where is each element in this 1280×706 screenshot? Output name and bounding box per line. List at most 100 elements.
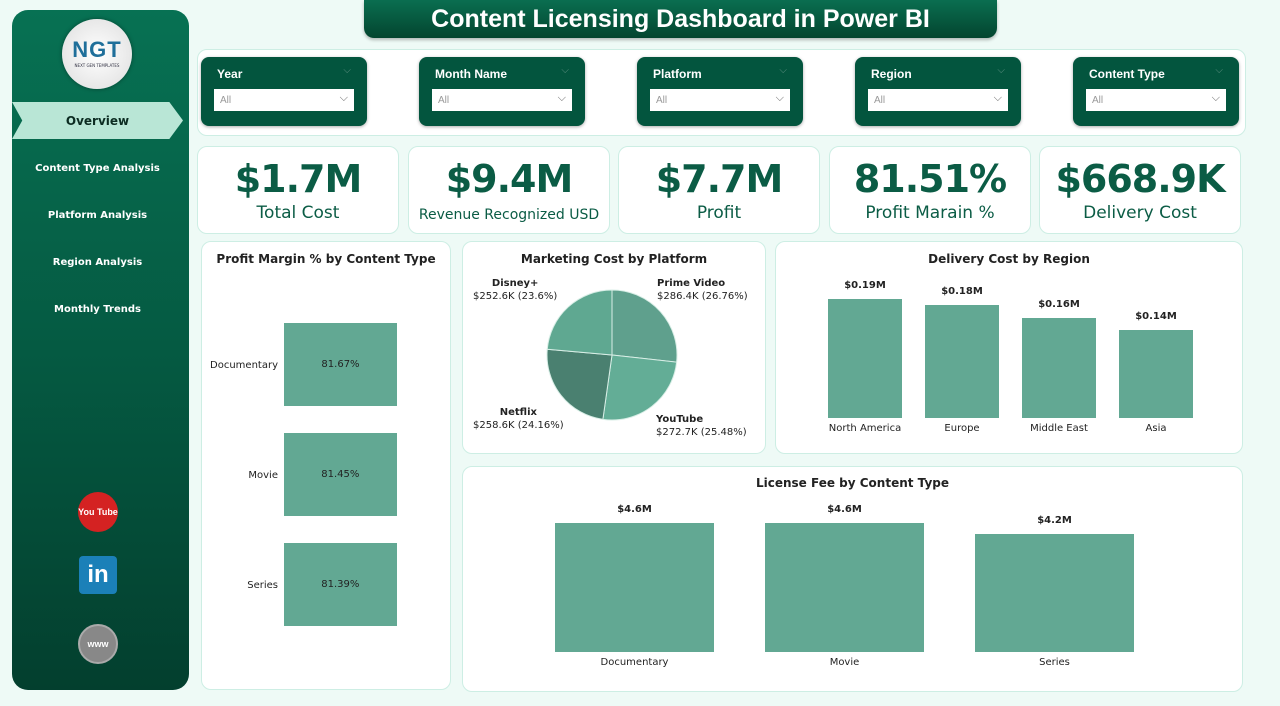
data-label: $0.16M bbox=[1038, 298, 1080, 310]
chevron-down-icon: ⌵ bbox=[775, 92, 784, 104]
logo: NGT NEXT GEN TEMPLATES bbox=[62, 19, 132, 89]
kpi-label: Delivery Cost bbox=[1083, 203, 1197, 223]
chart-title: Profit Margin % by Content Type bbox=[216, 252, 436, 266]
filter-content-type: Content Type ⌵ All ⌵ bbox=[1073, 57, 1239, 126]
kpi-card: $7.7M Profit bbox=[618, 146, 820, 234]
chevron-down-icon: ⌵ bbox=[339, 92, 348, 104]
pie-label: Disney+ $252.6K (23.6%) bbox=[473, 277, 557, 303]
filter-label: Region bbox=[871, 67, 912, 81]
category-label: Middle East bbox=[1030, 423, 1088, 434]
nav-region-analysis[interactable]: Region Analysis bbox=[52, 257, 143, 268]
data-label: 81.45% bbox=[321, 469, 360, 480]
bar[interactable] bbox=[975, 534, 1134, 652]
filter-label: Month Name bbox=[435, 67, 507, 81]
kpi-value: $1.7M bbox=[234, 157, 363, 201]
dropdown-value: All bbox=[438, 95, 450, 106]
data-label: $4.6M bbox=[827, 504, 862, 515]
filter-label: Year bbox=[217, 67, 243, 81]
kpi-card: $1.7M Total Cost bbox=[197, 146, 399, 234]
bar[interactable] bbox=[1022, 317, 1096, 418]
chart-title: Delivery Cost by Region bbox=[928, 252, 1090, 266]
chart-marketing-cost: Marketing Cost by Platform Prime Video $28… bbox=[462, 241, 766, 454]
filter-platform: Platform ⌵ All ⌵ bbox=[637, 57, 803, 126]
filter-dropdown[interactable]: All ⌵ bbox=[214, 89, 354, 111]
bar[interactable] bbox=[284, 543, 397, 626]
chevron-down-icon: ⌵ bbox=[343, 65, 351, 76]
chart-delivery-cost: Delivery Cost by Region $0.19M North Ameri… bbox=[775, 241, 1243, 454]
kpi-label: Revenue Recognized USD bbox=[418, 207, 600, 223]
data-label: $0.18M bbox=[941, 286, 983, 298]
chevron-down-icon: ⌵ bbox=[557, 92, 566, 104]
globe-icon[interactable]: www bbox=[78, 624, 118, 664]
chevron-down-icon: ⌵ bbox=[561, 65, 569, 76]
data-label: 81.67% bbox=[321, 359, 360, 370]
data-label: $272.7K (25.48%) bbox=[656, 427, 747, 438]
sidebar: NGT NEXT GEN TEMPLATES Overview Content T… bbox=[12, 10, 189, 690]
category-label: North America bbox=[828, 423, 902, 434]
pie-label: Prime Video $286.4K (26.76%) bbox=[657, 277, 748, 303]
category-label: Netflix bbox=[499, 407, 537, 418]
pie-label: Netflix $258.6K (24.16%) bbox=[473, 406, 564, 432]
data-label: $0.19M bbox=[844, 280, 886, 291]
filter-label: Content Type bbox=[1089, 67, 1165, 81]
chart-title: License Fee by Content Type bbox=[755, 476, 949, 490]
category-label: Disney+ bbox=[491, 278, 539, 289]
data-label: $4.6M bbox=[617, 504, 652, 515]
dropdown-value: All bbox=[656, 95, 668, 106]
filter-dropdown[interactable]: All ⌵ bbox=[432, 89, 572, 111]
data-label: $0.14M bbox=[1135, 311, 1177, 323]
category-label: Series bbox=[247, 580, 278, 591]
filter-region: Region ⌵ All ⌵ bbox=[855, 57, 1021, 126]
bar[interactable] bbox=[828, 299, 902, 418]
filter-month-name: Month Name ⌵ All ⌵ bbox=[419, 57, 585, 126]
kpi-value: $7.7M bbox=[655, 157, 784, 201]
chevron-down-icon: ⌵ bbox=[1211, 92, 1220, 104]
chart-profit-margin: Profit Margin % by Content Type 81.67% Doc… bbox=[201, 241, 451, 690]
pie-slice-netflix[interactable] bbox=[546, 348, 613, 420]
kpi-value: $668.9K bbox=[1055, 157, 1225, 201]
pie-chart bbox=[546, 289, 678, 421]
nav-content-type-analysis[interactable]: Content Type Analysis bbox=[35, 163, 160, 174]
bar[interactable] bbox=[1119, 330, 1193, 418]
category-label: Series bbox=[1039, 657, 1070, 668]
chevron-down-icon: ⌵ bbox=[1215, 65, 1223, 76]
category-label: Prime Video bbox=[657, 278, 726, 289]
bar[interactable] bbox=[284, 433, 397, 516]
linkedin-icon[interactable]: in bbox=[79, 556, 117, 594]
pie-label: YouTube $272.7K (25.48%) bbox=[656, 413, 747, 439]
category-label: Movie bbox=[248, 470, 278, 481]
bar[interactable] bbox=[925, 305, 999, 418]
nav-overview[interactable]: Overview bbox=[12, 102, 183, 139]
filter-dropdown[interactable]: All ⌵ bbox=[868, 89, 1008, 111]
data-label: $4.2M bbox=[1037, 515, 1072, 527]
category-label: Documentary bbox=[210, 360, 278, 371]
pie-slice-prime-video[interactable] bbox=[611, 289, 678, 363]
data-label: $252.6K (23.6%) bbox=[473, 291, 558, 302]
chevron-down-icon: ⌵ bbox=[993, 92, 1002, 104]
filter-dropdown[interactable]: All ⌵ bbox=[650, 89, 790, 111]
dropdown-value: All bbox=[874, 95, 886, 106]
chart-license-fee: License Fee by Content Type $4.6M Document… bbox=[462, 466, 1243, 692]
kpi-value: 81.51% bbox=[853, 157, 1007, 201]
category-label: Europe bbox=[944, 423, 980, 434]
nav-monthly-trends[interactable]: Monthly Trends bbox=[54, 304, 141, 315]
chart-title: Marketing Cost by Platform bbox=[520, 252, 708, 266]
bar[interactable] bbox=[555, 523, 714, 652]
category-label: Documentary bbox=[600, 657, 669, 668]
data-label: $286.4K (26.76%) bbox=[657, 291, 748, 302]
kpi-value: $9.4M bbox=[445, 157, 574, 201]
bar[interactable] bbox=[765, 523, 924, 652]
pie-slice-disney-[interactable] bbox=[546, 289, 613, 356]
kpi-card: $9.4M Revenue Recognized USD bbox=[408, 146, 610, 234]
bar[interactable] bbox=[284, 323, 397, 406]
data-label: 81.39% bbox=[321, 579, 360, 590]
category-label: YouTube bbox=[656, 414, 704, 425]
youtube-icon[interactable]: You Tube bbox=[78, 492, 118, 532]
filter-dropdown[interactable]: All ⌵ bbox=[1086, 89, 1226, 111]
kpi-label: Profit Marain % bbox=[865, 203, 995, 223]
nav-platform-analysis[interactable]: Platform Analysis bbox=[47, 210, 148, 221]
pie-slice-youtube[interactable] bbox=[602, 354, 678, 421]
filter-year: Year ⌵ All ⌵ bbox=[201, 57, 367, 126]
chevron-down-icon: ⌵ bbox=[779, 65, 787, 76]
kpi-label: Total Cost bbox=[256, 203, 340, 223]
